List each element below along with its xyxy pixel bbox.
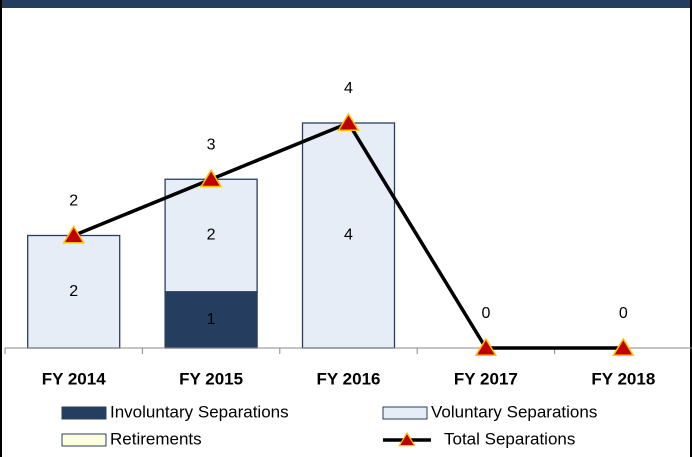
line-label: 0 xyxy=(619,305,628,322)
x-tick-label: FY 2018 xyxy=(591,369,655,388)
legend-swatch xyxy=(61,433,107,447)
segment-label: 2 xyxy=(207,227,216,244)
legend-swatch xyxy=(61,406,107,420)
line-marker xyxy=(199,168,223,188)
line-label: 2 xyxy=(69,193,78,210)
line-label: 0 xyxy=(481,305,490,322)
legend-label: Involuntary Separations xyxy=(110,402,289,421)
segment-label: 2 xyxy=(69,283,78,300)
line-label: 3 xyxy=(207,136,216,153)
header-bar xyxy=(0,0,692,8)
line-marker xyxy=(337,112,360,131)
bar-segment xyxy=(164,178,258,293)
legend-label: Retirements xyxy=(110,429,202,448)
legend-label: Total Separations xyxy=(444,429,575,448)
bar-segment xyxy=(27,234,121,349)
legend-swatch xyxy=(382,406,428,420)
segment-label: 1 xyxy=(207,311,216,328)
legend-marker xyxy=(398,431,416,447)
x-tick-label: FY 2014 xyxy=(42,369,107,388)
line-label: 4 xyxy=(344,80,353,97)
line-marker xyxy=(474,337,498,356)
line-marker xyxy=(62,225,85,244)
x-tick-label: FY 2015 xyxy=(179,369,243,388)
x-tick-label: FY 2017 xyxy=(454,369,518,388)
line-marker xyxy=(612,337,635,356)
segment-label: 4 xyxy=(344,227,353,244)
legend-label: Voluntary Separations xyxy=(431,402,597,421)
x-tick-label: FY 2016 xyxy=(317,369,381,388)
bar-segment xyxy=(301,122,396,349)
